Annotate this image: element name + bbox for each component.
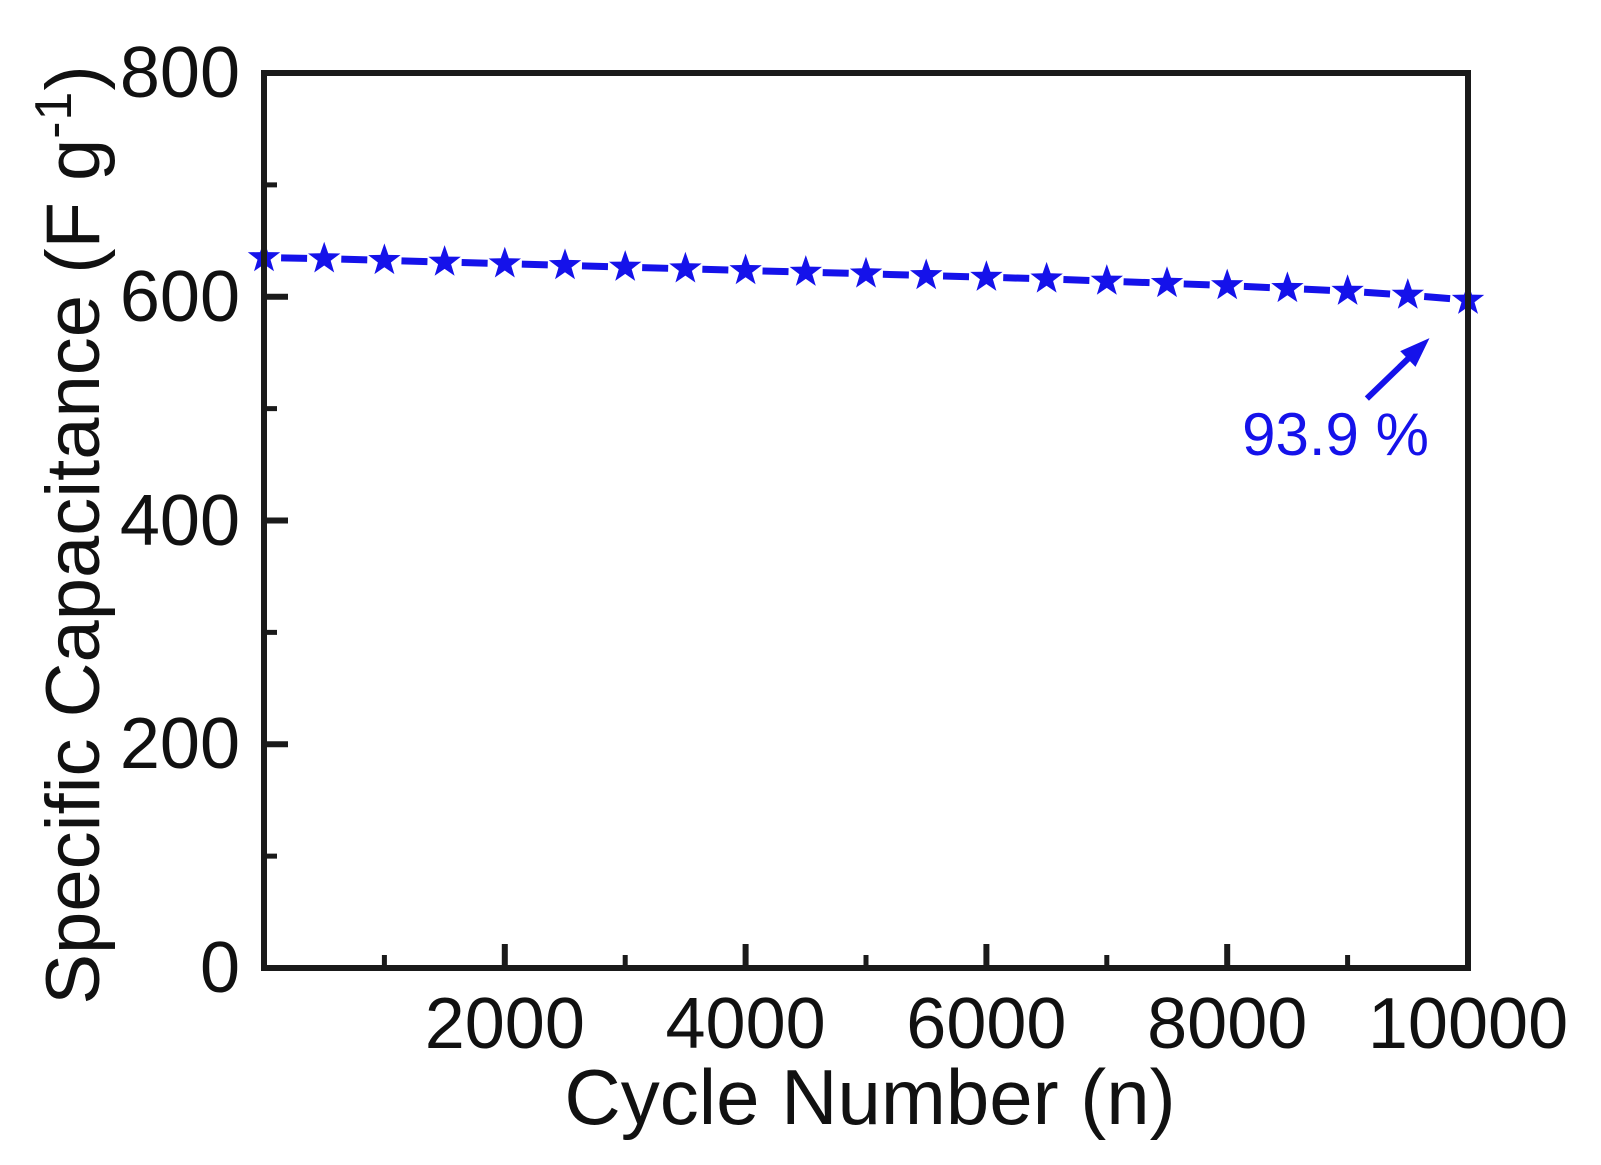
star-marker <box>368 243 401 275</box>
y-tick-label: 800 <box>119 33 240 113</box>
y-tick-label: 600 <box>119 256 240 337</box>
y-tick-label: 200 <box>119 704 240 785</box>
capacitance-line <box>263 254 1469 304</box>
star-marker <box>1211 268 1244 300</box>
star-marker <box>1030 261 1063 293</box>
x-tick-label: 2000 <box>424 984 585 1064</box>
star-marker <box>970 260 1003 291</box>
star-marker <box>789 255 822 286</box>
star-marker <box>849 256 883 288</box>
star-marker <box>308 241 341 273</box>
annotation-arrow-shaft <box>1364 351 1416 401</box>
y-tick-label: 0 <box>199 928 240 1008</box>
star-marker <box>729 253 762 285</box>
star-marker <box>548 248 582 280</box>
star-marker <box>488 246 521 278</box>
annotation-arrow-head <box>1400 338 1430 367</box>
plot-spines <box>261 70 1471 971</box>
x-tick-label: 8000 <box>1147 984 1308 1064</box>
retention-annotation: 93.9 % <box>1242 401 1429 469</box>
x-tick-label: 6000 <box>906 984 1067 1064</box>
y-axis-title-text: Specific Capacitance (F g <box>31 138 117 1005</box>
y-axis-title-superscript: -1 <box>23 90 82 139</box>
star-marker <box>428 245 461 276</box>
y-axis-title: Specific Capacitance (F g-1) <box>24 65 116 1004</box>
star-marker <box>1271 271 1304 303</box>
star-marker <box>1391 278 1424 309</box>
y-tick-label: 400 <box>119 480 240 561</box>
star-marker <box>669 251 702 283</box>
x-tick-label: 10000 <box>1367 984 1569 1064</box>
star-marker <box>1331 274 1364 305</box>
x-tick-label: 4000 <box>665 984 826 1064</box>
star-marker <box>609 250 642 281</box>
star-marker <box>910 258 943 290</box>
y-axis-title-close: ) <box>31 65 117 91</box>
star-marker <box>1150 266 1184 298</box>
x-axis-title: Cycle Number (n) <box>564 1053 1176 1141</box>
star-marker <box>1090 264 1123 295</box>
